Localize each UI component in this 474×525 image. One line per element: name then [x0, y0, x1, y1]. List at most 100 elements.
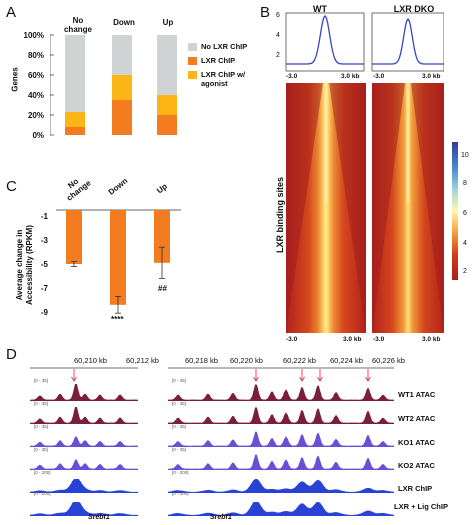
- panel-c-ytick: -1: [40, 212, 48, 221]
- signal-track: [30, 502, 138, 516]
- track-range: [0 - 35]: [34, 378, 49, 383]
- legend-item-no-lxr-chip: No LXR ChIP: [188, 42, 247, 51]
- genome-tracks: [30, 367, 394, 516]
- panel-c-col-up: Up: [155, 181, 169, 196]
- track-range: [0 - 35]: [34, 424, 49, 429]
- bar-segment: [157, 115, 177, 135]
- legend-item-lxr-chip-agonist: LXR ChIP w/ agonist: [188, 70, 260, 88]
- track-range: [0 - 35]: [172, 447, 187, 452]
- coord-left: 60,210 kb: [74, 356, 107, 365]
- track-range: [0 - 35]: [172, 424, 187, 429]
- panel-c-ytick: -5: [40, 260, 48, 269]
- bar: [66, 210, 82, 264]
- legend-item-lxr-chip: LXR ChIP: [188, 56, 235, 65]
- colorbar-tick: 6: [463, 210, 467, 217]
- heatmap-taper: [411, 83, 444, 333]
- track-label-wt2: WT2 ATAC: [398, 414, 436, 423]
- signal-track: [30, 459, 138, 470]
- peak-arrow: [71, 369, 77, 382]
- legend-label: LXR ChIP: [201, 56, 236, 65]
- legend-swatch: [188, 57, 197, 65]
- profile-ytick: 2: [276, 52, 280, 59]
- heatmap-taper: [329, 83, 366, 333]
- track-range: [0 - 200]: [34, 491, 51, 496]
- profile-frame: [371, 12, 444, 72]
- signal-track: [168, 407, 394, 424]
- panel-a-col-up: Up: [162, 18, 174, 27]
- panel-a-ytick: 80%: [27, 51, 44, 60]
- legend-swatch: [188, 71, 197, 79]
- legend-swatch: [188, 43, 197, 51]
- panel-a-col-no-change: No change: [63, 16, 92, 34]
- profile-wt-xleft: -3.0: [286, 73, 298, 80]
- coord-left: 60,212 kb: [126, 356, 159, 365]
- track-label-lxr-lig-chip: LXR + Lig ChIP: [394, 502, 448, 511]
- colorbar: [452, 142, 458, 280]
- profile-line: [286, 14, 364, 65]
- heatmap-wt-xleft: -3.0: [286, 336, 298, 343]
- heatmap-wt-xright: 3.0 kb: [343, 336, 362, 343]
- significance-up: ##: [158, 284, 167, 293]
- signal-track: [30, 407, 138, 424]
- bar: [154, 210, 170, 263]
- wt-label: WT: [313, 4, 327, 14]
- heatmap-dko-xleft: -3.0: [373, 336, 385, 343]
- panel-a-ytick: 20%: [27, 111, 44, 120]
- gene-label-left: Srebf1: [88, 514, 110, 521]
- profile-ytick: 6: [276, 12, 280, 19]
- peak-arrow: [253, 369, 259, 382]
- signal-track: [168, 479, 394, 493]
- peak-arrow: [299, 369, 305, 382]
- heatmap-taper: [286, 83, 323, 333]
- heatmap-dko-xright: 3.0 kb: [422, 336, 441, 343]
- panel-a-ytick: 100%: [23, 31, 44, 40]
- panel-c-ylabel: Average change in Accessibility (RPKM): [15, 224, 34, 306]
- bar-segment: [112, 35, 132, 75]
- bar-segment: [65, 127, 85, 135]
- signal-track: [168, 502, 394, 516]
- dko-label: LXR DKO: [393, 4, 435, 14]
- legend-label: LXR ChIP w/ agonist: [201, 70, 246, 88]
- heatmap-taper: [372, 83, 405, 333]
- peak-arrow: [365, 369, 371, 382]
- signal-track: [30, 384, 138, 401]
- gene-label-right: Srebf1: [210, 514, 232, 521]
- track-label-ko1: KO1 ATAC: [398, 438, 435, 447]
- legend-label: No LXR ChIP: [201, 42, 248, 51]
- coord-right: 60,224 kb: [330, 356, 363, 365]
- bar-segment: [112, 75, 132, 100]
- profile-dko-xleft: -3.0: [373, 73, 385, 80]
- track-range: [0 - 35]: [172, 378, 187, 383]
- signal-track: [168, 431, 394, 447]
- track-label-lxr-chip: LXR ChIP: [398, 484, 433, 493]
- signal-track: [30, 436, 138, 447]
- coord-right: 60,226 kb: [372, 356, 405, 365]
- bar-segment: [65, 112, 85, 127]
- panel-c-ytick: -3: [40, 236, 48, 245]
- panel-a-ylabel: Genes: [10, 67, 20, 92]
- colorbar-tick: 2: [463, 268, 467, 275]
- profile-ytick: 4: [276, 32, 280, 39]
- peak-arrow: [317, 369, 323, 382]
- panel-c-col-no-change: No change: [64, 176, 93, 203]
- colorbar-tick: 8: [463, 180, 467, 187]
- panel-label-d: D: [6, 346, 17, 363]
- significance-down: ****: [111, 315, 124, 324]
- panel-c-ytick: -9: [40, 308, 48, 317]
- panel-a-ytick: 40%: [27, 91, 44, 100]
- panel-a-col-down: Down: [113, 18, 135, 27]
- heatmap-centerline: [406, 83, 410, 203]
- track-range: [0 - 200]: [34, 470, 51, 475]
- bar: [110, 210, 126, 305]
- accessibility-profiles: [285, 12, 444, 72]
- coord-right: 60,222 kb: [283, 356, 316, 365]
- track-range: [0 - 35]: [34, 401, 49, 406]
- track-label-ko2: KO2 ATAC: [398, 461, 435, 470]
- heatmap-ylabel: LXR binding sites: [275, 177, 285, 254]
- panel-c-chart: [56, 209, 181, 314]
- colorbar-tick: 4: [463, 240, 467, 247]
- profile-dko-xright: 3.0 kb: [422, 73, 441, 80]
- panel-label-b: B: [260, 4, 271, 21]
- profile-wt-xright: 3.0 kb: [341, 73, 360, 80]
- panel-label-c: C: [6, 178, 17, 195]
